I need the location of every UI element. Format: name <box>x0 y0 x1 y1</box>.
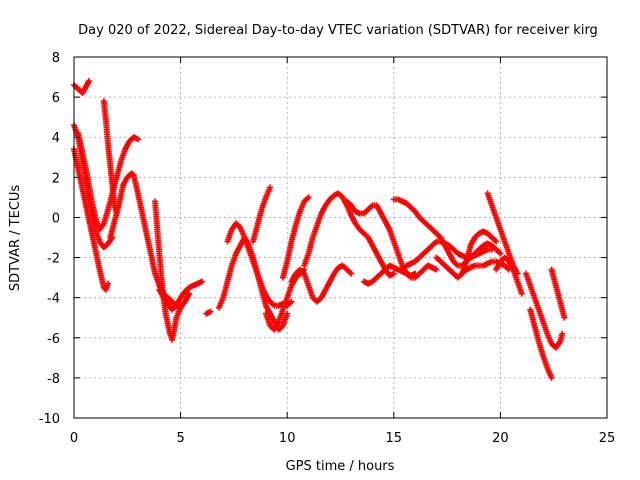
series-arc25 <box>522 270 566 351</box>
data-point <box>497 250 504 257</box>
grid-lines <box>74 57 607 418</box>
data-point <box>518 290 525 297</box>
series-arc14 <box>279 194 312 281</box>
data-point <box>207 308 214 315</box>
data-point <box>288 298 295 305</box>
series-arc22 <box>459 228 500 277</box>
series-arc04 <box>75 130 141 233</box>
plot-frame <box>73 56 608 419</box>
y-tick-label: 8 <box>52 51 60 66</box>
series-arc11 <box>224 220 295 309</box>
data-point <box>129 171 136 178</box>
data-point <box>284 310 291 317</box>
data-point <box>433 266 440 273</box>
series-arc18 <box>360 262 419 287</box>
data-point <box>548 374 555 381</box>
series-arc24 <box>493 254 525 297</box>
data-point <box>488 246 495 253</box>
y-tick-label: -10 <box>39 412 60 427</box>
x-tick-label: 0 <box>70 431 78 446</box>
data-point <box>561 314 568 321</box>
y-tick-label: -6 <box>47 332 60 347</box>
x-tick-label: 15 <box>386 431 403 446</box>
series-arc27 <box>548 266 568 321</box>
data-point <box>177 304 184 311</box>
series-arc13 <box>262 266 308 333</box>
series-arc26 <box>527 306 555 381</box>
y-tick-label: -2 <box>47 252 60 267</box>
data-point <box>105 280 112 287</box>
y-tick-label: 4 <box>52 131 60 146</box>
series-arc12 <box>250 184 274 245</box>
data-point <box>305 194 312 201</box>
data-point <box>85 78 92 85</box>
x-axis-label: GPS time / hours <box>286 459 395 474</box>
data-points <box>71 78 568 381</box>
data-point <box>348 270 355 277</box>
y-tick-label: 6 <box>52 91 60 106</box>
series-arc09 <box>203 308 214 317</box>
data-point <box>390 270 397 277</box>
axis-ticks: 0 5 10 15 20 25 -10 -8 -6 -4 -2 0 2 4 6 8 <box>39 51 616 446</box>
y-tick-label: 0 <box>52 211 60 226</box>
series-arc20 <box>403 238 495 269</box>
y-tick-label: -4 <box>47 292 60 307</box>
y-tick-label: -8 <box>47 372 60 387</box>
data-point <box>198 278 205 285</box>
chart-title: Day 020 of 2022, Sidereal Day-to-day VTE… <box>78 23 598 38</box>
series-arc15 <box>301 190 397 279</box>
x-tick-label: 10 <box>279 431 296 446</box>
data-point <box>267 184 274 191</box>
x-tick-label: 20 <box>492 431 509 446</box>
series-arc07 <box>152 198 184 343</box>
data-point <box>412 270 419 277</box>
y-tick-label: 2 <box>52 171 60 186</box>
data-point <box>186 290 193 297</box>
data-point <box>559 330 566 337</box>
series-arc01 <box>71 78 92 97</box>
series-arc05 <box>100 98 120 217</box>
data-point <box>134 136 141 143</box>
series-arc16 <box>288 262 355 305</box>
data-point <box>493 238 500 245</box>
series-arc08 <box>156 278 205 313</box>
x-tick-label: 5 <box>176 431 184 446</box>
series-arc06 <box>107 170 193 311</box>
x-tick-label: 25 <box>599 431 616 446</box>
y-axis-label: SDTVAR / TECUs <box>8 185 23 292</box>
